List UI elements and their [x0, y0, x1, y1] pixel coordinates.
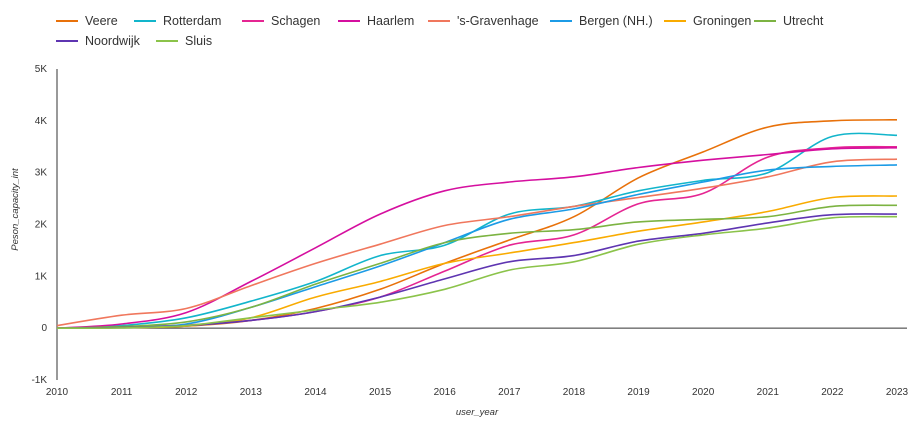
legend-label: Schagen	[271, 14, 321, 28]
y-tick-label: 1K	[35, 271, 48, 282]
legend-item-groningen[interactable]: Groningen	[664, 14, 751, 28]
legend-swatch	[242, 20, 264, 22]
x-tick-label: 2014	[304, 387, 327, 398]
x-axis-title: user_year	[456, 407, 499, 418]
y-tick-label: -1K	[31, 375, 47, 386]
y-tick-label: 4K	[35, 116, 48, 127]
legend-label: Groningen	[693, 14, 752, 28]
legend-swatch	[56, 20, 78, 22]
y-tick-label: 3K	[35, 168, 48, 179]
legend-item-noordwijk[interactable]: Noordwijk	[56, 34, 140, 48]
legend-swatch	[754, 20, 776, 22]
legend-swatch	[550, 20, 572, 22]
x-tick-label: 2018	[563, 387, 586, 398]
series-line-haarlem[interactable]	[56, 147, 898, 329]
x-axis-ticks: 2010 2011 2012 2013 2014 2015 2016 2017 2018 2019…	[46, 387, 909, 398]
legend-swatch	[156, 40, 178, 42]
x-tick-label: 2015	[369, 387, 392, 398]
legend-swatch	[338, 20, 360, 22]
x-tick-label: 2012	[175, 387, 198, 398]
x-tick-label: 2016	[434, 387, 457, 398]
legend-label: Sluis	[185, 34, 213, 48]
series-line-bergen-nh[interactable]	[56, 164, 898, 329]
y-tick-label: 2K	[35, 220, 48, 231]
y-axis-title: Peson_capacity_int	[10, 168, 21, 251]
legend-item-veere[interactable]: Veere	[56, 14, 118, 28]
series-line-s-gravenhage[interactable]	[56, 158, 898, 327]
legend-label: Noordwijk	[85, 34, 140, 48]
legend-item-sluis[interactable]: Sluis	[156, 34, 212, 48]
legend-swatch	[134, 20, 156, 22]
legend-item-schagen[interactable]: Schagen	[242, 14, 320, 28]
legend-label: Haarlem	[367, 14, 415, 28]
legend-item-haarlem[interactable]: Haarlem	[338, 14, 414, 28]
y-axis-ticks: -1K 0 1K 2K 3K 4K 5K	[31, 64, 47, 386]
y-tick-label: 0	[41, 323, 47, 334]
series-lines	[56, 119, 898, 329]
legend-label: Rotterdam	[163, 14, 222, 28]
x-tick-label: 2013	[240, 387, 263, 398]
y-tick-label: 5K	[35, 64, 48, 75]
series-line-veere[interactable]	[56, 119, 898, 329]
legend-label: Utrecht	[783, 14, 824, 28]
legend-item-bergen-nh[interactable]: Bergen (NH.)	[550, 14, 653, 28]
series-line-utrecht[interactable]	[56, 204, 898, 329]
x-tick-label: 2022	[821, 387, 844, 398]
x-tick-label: 2019	[627, 387, 650, 398]
x-tick-label: 2020	[692, 387, 715, 398]
legend-label: Veere	[85, 14, 118, 28]
legend-label: 's-Gravenhage	[457, 14, 539, 28]
x-tick-label: 2021	[757, 387, 780, 398]
x-tick-label: 2011	[111, 387, 133, 398]
legend-swatch	[56, 40, 78, 42]
legend-label: Bergen (NH.)	[579, 14, 653, 28]
x-tick-label: 2017	[498, 387, 521, 398]
legend-item-s-gravenhage[interactable]: 's-Gravenhage	[428, 14, 539, 28]
legend-item-utrecht[interactable]: Utrecht	[754, 14, 823, 28]
legend-swatch	[428, 20, 450, 22]
legend-swatch	[664, 20, 686, 22]
series-line-sluis[interactable]	[56, 215, 898, 329]
legend-item-rotterdam[interactable]: Rotterdam	[134, 14, 221, 28]
x-tick-label: 2010	[46, 387, 69, 398]
x-tick-label: 2023	[886, 387, 909, 398]
